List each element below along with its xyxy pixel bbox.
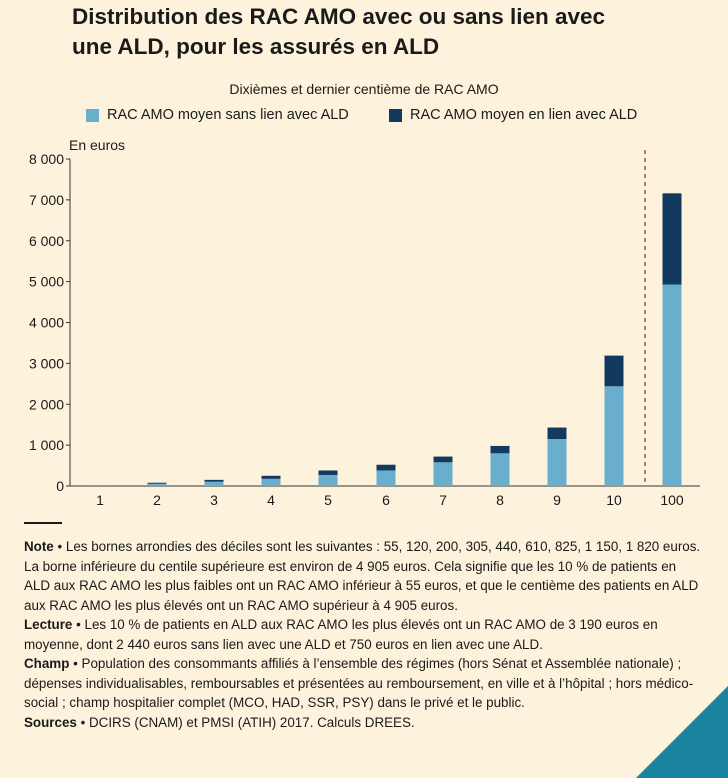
title-line-2: une ALD, pour les assurés en ALD	[72, 34, 440, 59]
bar-sans-lien-7	[433, 462, 453, 486]
y-tick-label: 2 000	[29, 396, 64, 412]
chart-title: Distribution des RAC AMO avec ou sans li…	[72, 2, 692, 62]
bar-en-lien-4	[261, 475, 281, 479]
x-tick-label: 5	[324, 492, 332, 508]
bar-sans-lien-1	[90, 485, 110, 486]
x-tick-label: 7	[439, 492, 447, 508]
y-tick-label: 4 000	[29, 315, 64, 331]
x-tick-label: 1	[96, 492, 104, 508]
sources-label: Sources	[24, 714, 77, 730]
bar-sans-lien-10	[604, 386, 624, 486]
sources-paragraph: Sources • DCIRS (CNAM) et PMSI (ATIH) 20…	[24, 713, 704, 733]
bar-en-lien-6	[376, 464, 396, 471]
bar-sans-lien-100	[662, 284, 682, 486]
legend-item-en-lien: RAC AMO moyen en lien avec ALD	[389, 107, 637, 123]
bar-en-lien-3	[204, 479, 224, 482]
lecture-label: Lecture	[24, 617, 73, 632]
champ-paragraph: Champ • Population des consommants affil…	[24, 654, 704, 713]
x-tick-label: 2	[153, 492, 161, 508]
y-tick-label: 6 000	[29, 233, 64, 249]
title-line-1: Distribution des RAC AMO avec ou sans li…	[72, 4, 606, 29]
corner-decoration	[636, 686, 728, 778]
note-text: • Les bornes arrondies des déciles sont …	[24, 539, 701, 613]
x-tick-label: 6	[382, 492, 390, 508]
y-tick-label: 3 000	[29, 355, 64, 371]
x-tick-label: 9	[553, 492, 561, 508]
legend-item-sans-lien: RAC AMO moyen sans lien avec ALD	[86, 107, 349, 123]
note-paragraph: Note • Les bornes arrondies des déciles …	[24, 537, 704, 615]
sources-text: • DCIRS (CNAM) et PMSI (ATIH) 2017. Calc…	[76, 714, 415, 730]
bar-sans-lien-5	[318, 474, 338, 486]
bar-en-lien-5	[318, 470, 338, 475]
legend-label-en-lien: RAC AMO moyen en lien avec ALD	[410, 107, 638, 123]
bar-sans-lien-6	[376, 470, 396, 486]
bar-en-lien-10	[604, 355, 624, 387]
bar-en-lien-7	[433, 456, 453, 463]
y-tick-label: 0	[56, 478, 64, 494]
bar-en-lien-9	[547, 427, 567, 439]
bar-en-lien-100	[662, 193, 682, 285]
bar-sans-lien-9	[547, 438, 567, 486]
chart-subtitle: Dixièmes et dernier centième de RAC AMO	[229, 81, 499, 97]
bar-sans-lien-3	[204, 481, 224, 486]
legend-swatch-light	[86, 108, 99, 122]
y-unit-label: En euros	[69, 137, 126, 153]
x-tick-label: 100	[660, 492, 684, 508]
champ-text: • Population des consommants affiliés à …	[24, 656, 694, 710]
notes-divider	[24, 522, 62, 524]
x-tick-label: 8	[496, 492, 504, 508]
legend: RAC AMO moyen sans lien avec ALD RAC AMO…	[0, 107, 728, 127]
notes-block: Note • Les bornes arrondies des déciles …	[24, 537, 704, 732]
x-tick-label: 3	[210, 492, 218, 508]
y-tick-label: 8 000	[29, 151, 64, 167]
y-tick-label: 1 000	[29, 437, 64, 453]
bar-en-lien-8	[490, 445, 510, 454]
y-tick-label: 7 000	[29, 192, 64, 208]
x-tick-label: 4	[267, 492, 275, 508]
lecture-text: • Les 10 % de patients en ALD aux RAC AM…	[24, 617, 658, 652]
note-label: Note	[24, 539, 54, 554]
bar-sans-lien-4	[261, 478, 281, 486]
bar-en-lien-2	[147, 482, 167, 484]
bar-sans-lien-8	[490, 453, 510, 486]
y-tick-label: 5 000	[29, 274, 64, 290]
bar-chart: 0 1 000 2 000 3 000 4 000 5 000 6 000 7 000 8 00…	[29, 150, 700, 508]
lecture-paragraph: Lecture • Les 10 % de patients en ALD au…	[24, 615, 704, 654]
champ-label: Champ	[24, 656, 70, 671]
x-tick-label: 10	[606, 492, 622, 508]
legend-label-sans-lien: RAC AMO moyen sans lien avec ALD	[107, 107, 349, 123]
legend-swatch-dark	[389, 108, 402, 122]
bar-sans-lien-2	[147, 483, 167, 486]
